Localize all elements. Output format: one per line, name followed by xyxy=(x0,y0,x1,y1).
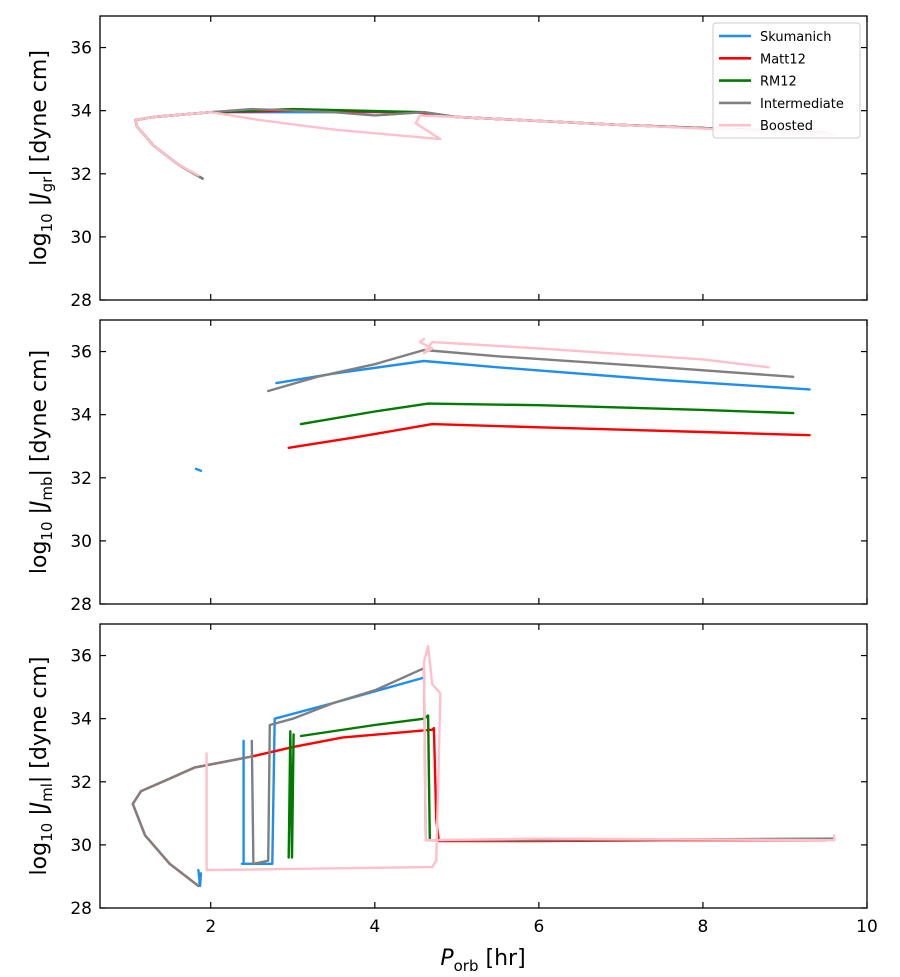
series-line-intermediate-0 xyxy=(131,755,253,888)
xtick-label: 6 xyxy=(533,917,544,937)
ytick-label: 30 xyxy=(70,836,92,856)
ytick-label: 28 xyxy=(70,595,92,615)
ylabel-bottom: log10 |Jml| [dyne cm] xyxy=(27,657,56,876)
ticks-bottom: 28 30 32 34 36 2 4 6 8 10 xyxy=(70,624,878,937)
ytick-label: 32 xyxy=(70,773,92,793)
legend-label-matt12: Matt12 xyxy=(760,52,806,67)
series-layer-middle xyxy=(194,337,811,472)
xtick-label: 8 xyxy=(698,917,709,937)
ticks-top: 28 30 32 34 36 xyxy=(70,16,868,311)
ytick-label: 34 xyxy=(70,406,92,426)
series-line-skumanich-1 xyxy=(275,359,811,391)
series-line-intermediate-1 xyxy=(250,667,836,865)
ylabel-middle: log10 |Jmb| [dyne cm] xyxy=(27,350,56,574)
ytick-label: 28 xyxy=(70,291,92,311)
ytick-label: 36 xyxy=(70,343,92,363)
legend-box xyxy=(712,22,861,139)
series-line-skumanich-0 xyxy=(197,868,203,888)
series-line-boosted-0 xyxy=(418,337,770,369)
ytick-label: 34 xyxy=(70,102,92,122)
ytick-label: 32 xyxy=(70,469,92,489)
legend-label-skumanich: Skumanich xyxy=(760,30,832,45)
legend-label-intermediate: Intermediate xyxy=(760,97,844,112)
axes-frame-bottom xyxy=(99,623,868,909)
ytick-label: 28 xyxy=(70,899,92,919)
series-line-boosted-0 xyxy=(134,111,836,177)
panel-top: 28 30 32 34 36 log10 |Jgr| [dyne cm] Skumani… xyxy=(27,15,868,311)
ticks-middle: 28 30 32 34 36 xyxy=(70,320,868,615)
panel-bottom: 28 30 32 34 36 2 4 6 8 10 log10 |Jml| [dyne cm] P… xyxy=(27,623,878,975)
xlabel: Porb [hr] xyxy=(440,946,525,975)
series-line-matt12-0 xyxy=(287,422,811,449)
ytick-label: 36 xyxy=(70,647,92,667)
xtick-label: 10 xyxy=(856,917,878,937)
series-line-matt12-0 xyxy=(131,726,828,888)
series-layer-top xyxy=(134,107,836,180)
xtick-label: 2 xyxy=(205,917,216,937)
xtick-label: 4 xyxy=(369,917,380,937)
panel-middle: 28 30 32 34 36 log10 |Jmb| [dyne cm] xyxy=(27,319,868,615)
ytick-label: 30 xyxy=(70,228,92,248)
axes-frame-middle xyxy=(99,319,868,605)
series-line-boosted-1 xyxy=(205,644,836,872)
ylabel-top: log10 |Jgr| [dyne cm] xyxy=(27,50,56,266)
series-line-rm12-0 xyxy=(299,402,795,426)
legend-label-boosted: Boosted xyxy=(760,119,813,134)
ytick-label: 30 xyxy=(70,532,92,552)
ytick-label: 34 xyxy=(70,710,92,730)
ytick-label: 32 xyxy=(70,165,92,185)
legend: Skumanich Matt12 RM12 Intermediate Boosted xyxy=(712,22,861,139)
series-line-intermediate-0 xyxy=(267,348,795,393)
series-line-rm12-1 xyxy=(299,714,431,840)
series-line-rm12-0 xyxy=(287,730,295,859)
ytick-label: 36 xyxy=(70,39,92,59)
series-line-skumanich-0 xyxy=(194,467,203,472)
series-layer-bottom xyxy=(131,644,836,888)
legend-label-rm12: RM12 xyxy=(760,75,797,90)
axes-frame-top xyxy=(99,15,868,301)
